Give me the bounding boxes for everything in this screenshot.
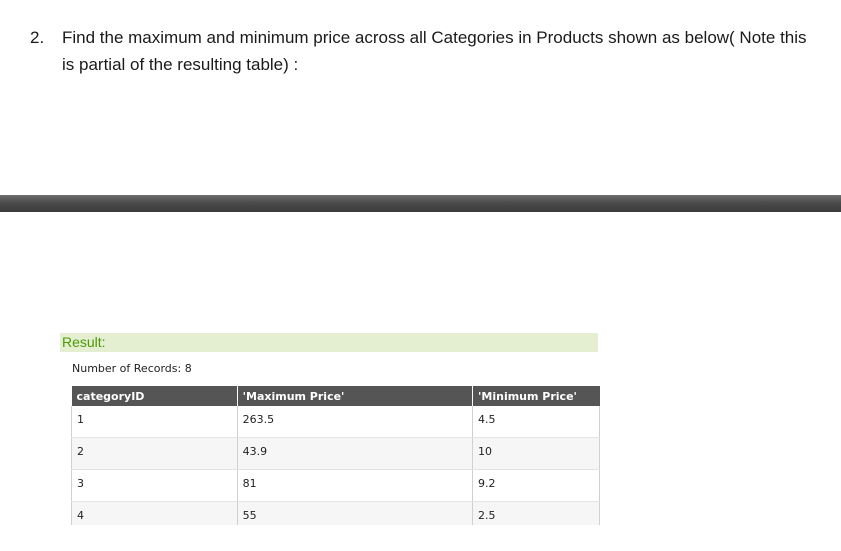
table-row: 2 43.9 10 bbox=[71, 437, 600, 470]
cell-minimum-price: 4.5 bbox=[472, 406, 600, 438]
result-header: Result: bbox=[60, 333, 598, 352]
record-count: Number of Records: 8 bbox=[72, 362, 192, 375]
table-header-row: categoryID 'Maximum Price' 'Minimum Pric… bbox=[71, 386, 600, 406]
screenshot-divider bbox=[0, 195, 841, 212]
cell-maximum-price: 81 bbox=[236, 469, 473, 502]
cell-categoryid: 3 bbox=[71, 469, 238, 502]
cell-minimum-price: 10 bbox=[472, 437, 600, 470]
cell-categoryid: 1 bbox=[71, 406, 238, 438]
cell-categoryid: 2 bbox=[71, 437, 238, 470]
cell-maximum-price: 263.5 bbox=[236, 406, 473, 438]
column-header-categoryid: categoryID bbox=[71, 386, 238, 406]
cell-minimum-price: 9.2 bbox=[472, 469, 600, 502]
column-header-minimum-price: 'Minimum Price' bbox=[472, 386, 600, 406]
result-table: categoryID 'Maximum Price' 'Minimum Pric… bbox=[71, 386, 600, 534]
cell-maximum-price: 43.9 bbox=[236, 437, 473, 470]
table-row: 3 81 9.2 bbox=[71, 469, 600, 502]
table-row: 1 263.5 4.5 bbox=[71, 406, 600, 438]
crop-edge bbox=[0, 525, 841, 551]
question-number: 2. bbox=[30, 28, 45, 47]
question: 2. Find the maximum and minimum price ac… bbox=[30, 24, 810, 78]
column-header-maximum-price: 'Maximum Price' bbox=[236, 386, 473, 406]
question-text: Find the maximum and minimum price acros… bbox=[62, 28, 807, 74]
